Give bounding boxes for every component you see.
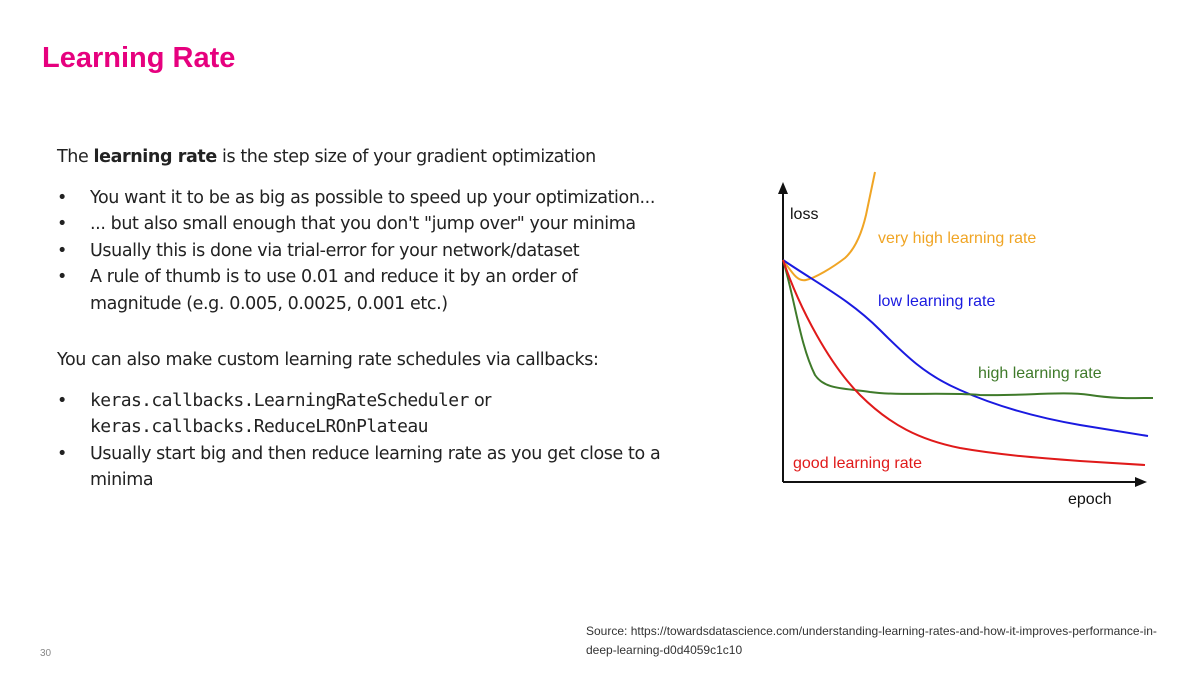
bullet-icon: • [57,187,67,208]
list-item-text: Usually this is done via trial-error for… [90,240,580,261]
list-item: • keras.callbacks.LearningRateScheduler o… [57,388,717,441]
bullet-icon: • [57,240,67,261]
y-axis-arrow-icon [778,182,788,194]
list-item-text: A rule of thumb is to use 0.01 and reduc… [90,267,578,314]
intro-prefix: The [57,147,94,167]
bullet-icon: • [57,390,67,411]
code-learning-rate-scheduler: keras.callbacks.LearningRateScheduler [90,389,469,411]
intro2-text: You can also make custom learning rate s… [57,350,599,370]
slide-body: The learning rate is the step size of yo… [57,144,717,494]
x-axis-arrow-icon [1135,477,1147,487]
label-low-learning-rate: low learning rate [878,293,996,310]
code-reduce-lr-on-plateau: keras.callbacks.ReduceLROnPlateau [90,416,428,437]
source-citation: Source: https://towardsdatascience.com/u… [586,624,1157,657]
bullet-list-2: • keras.callbacks.LearningRateScheduler o… [57,388,717,494]
curve-high-learning-rate [782,259,1154,400]
slide-title: Learning Rate [42,42,236,74]
list-item: • Usually this is done via trial-error fo… [57,238,717,265]
x-axis-label: epoch [1068,491,1112,508]
curve-low-learning-rate [782,259,1149,437]
list-item-text: You want it to be as big as possible to … [90,187,655,208]
curve-good-learning-rate [782,259,1146,466]
list-item: • A rule of thumb is to use 0.01 and redu… [57,264,717,317]
bullet-icon: • [57,214,67,234]
or-text: or [468,390,492,411]
bullet-icon: • [57,443,67,464]
y-axis-label: loss [790,206,818,223]
intro-suffix: is the step size of your gradient optimi… [216,147,596,167]
page-number: 30 [40,648,52,659]
intro-bold: learning rate [93,147,218,167]
bullet-list-1: • You want it to be as big as possible to… [57,185,717,318]
intro-text: The learning rate is the step size of yo… [57,144,717,171]
label-high-learning-rate: high learning rate [978,365,1102,382]
curve-very-high-learning-rate [782,171,876,282]
list-item: • You want it to be as big as possible to… [57,185,717,212]
list-item: • Usually start big and then reduce learn… [57,441,717,494]
label-very-high-learning-rate: very high learning rate [878,230,1036,247]
list-item-text: Usually start big and then reduce learni… [90,443,661,491]
list-item: • ... but also small enough that you don'… [57,211,717,238]
bullet-icon: • [57,267,67,287]
list-item-text: ... but also small enough that you don't… [90,214,636,234]
label-good-learning-rate: good learning rate [793,455,922,472]
